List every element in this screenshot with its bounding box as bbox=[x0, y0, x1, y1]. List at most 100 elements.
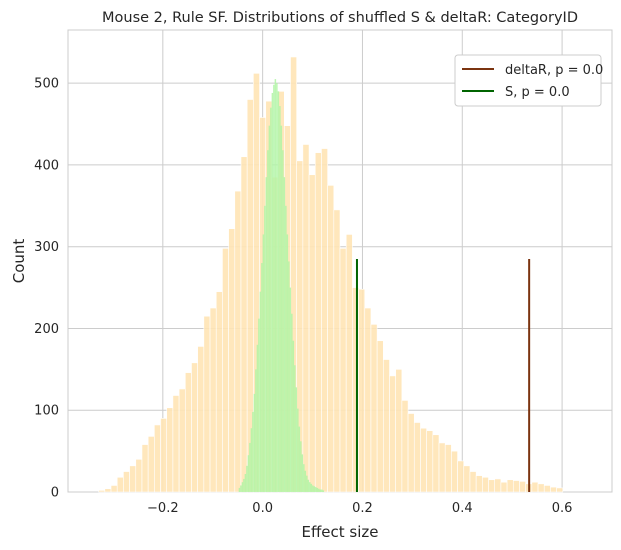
histogram-bar-S bbox=[243, 478, 245, 492]
x-tick-label: 0.0 bbox=[252, 501, 273, 516]
histogram-bar-S bbox=[249, 442, 251, 492]
legend-label-S: S, p = 0.0 bbox=[505, 85, 570, 100]
histogram-bar-S bbox=[273, 84, 275, 493]
histogram-bar-S bbox=[240, 485, 242, 492]
histogram-bar-deltaR bbox=[543, 485, 551, 493]
histogram-bar-S bbox=[279, 106, 281, 492]
histogram-bar-deltaR bbox=[482, 476, 489, 493]
histogram-bar-deltaR bbox=[531, 481, 539, 493]
histogram-bar-S bbox=[244, 474, 247, 492]
histogram-bar-deltaR bbox=[500, 481, 508, 493]
histogram-bar-deltaR bbox=[203, 315, 211, 493]
histogram-bar-deltaR bbox=[475, 475, 483, 493]
histogram-bar-deltaR bbox=[488, 479, 496, 493]
histogram-bar-S bbox=[255, 369, 257, 492]
histogram-bar-deltaR bbox=[135, 458, 143, 493]
x-tick-label: −0.2 bbox=[147, 501, 179, 516]
histogram-bar-deltaR bbox=[376, 340, 384, 493]
histogram-bar-deltaR bbox=[401, 400, 409, 493]
histogram-bar-S bbox=[252, 411, 254, 492]
histogram-bar-S bbox=[301, 454, 304, 492]
histogram-bar-deltaR bbox=[420, 427, 427, 493]
shuffled-S-histogram bbox=[238, 79, 325, 493]
y-tick-label: 300 bbox=[34, 240, 59, 255]
histogram-bar-deltaR bbox=[519, 481, 526, 493]
histogram-bar-deltaR bbox=[512, 480, 520, 493]
x-tick-label: 0.2 bbox=[352, 501, 373, 516]
histogram-bar-deltaR bbox=[234, 190, 242, 493]
histogram-bar-deltaR bbox=[302, 144, 310, 493]
histogram-bar-S bbox=[286, 234, 289, 492]
histogram-bar-S bbox=[312, 485, 314, 492]
histogram-bar-deltaR bbox=[184, 372, 192, 493]
histogram-bar-S bbox=[256, 344, 259, 492]
histogram-bar-deltaR bbox=[172, 395, 180, 493]
histogram-bar-S bbox=[294, 365, 296, 492]
y-tick-label: 100 bbox=[34, 404, 59, 419]
legend-box bbox=[454, 54, 602, 107]
x-tick-label: 0.4 bbox=[452, 501, 473, 516]
y-axis-label: Count bbox=[10, 239, 28, 284]
histogram-bar-S bbox=[283, 177, 286, 492]
histogram-bar-deltaR bbox=[327, 185, 335, 493]
y-tick-labels: 0 100 200 300 400 500 bbox=[34, 77, 59, 501]
histogram-bar-S bbox=[267, 150, 269, 492]
y-tick-label: 500 bbox=[34, 77, 59, 92]
histogram-bar-deltaR bbox=[129, 465, 137, 493]
histogram-bar-deltaR bbox=[339, 248, 347, 493]
histogram-bar-deltaR bbox=[444, 444, 452, 493]
histogram-bar-deltaR bbox=[358, 288, 366, 493]
histogram-bar-deltaR bbox=[451, 450, 458, 493]
histogram-bar-S bbox=[271, 92, 274, 492]
histogram-bar-S bbox=[316, 487, 319, 492]
histogram-bar-S bbox=[318, 488, 320, 492]
histogram-bar-S bbox=[277, 91, 280, 493]
histogram-bar-deltaR bbox=[98, 490, 106, 493]
histogram-bar-deltaR bbox=[191, 362, 198, 493]
histogram-bar-deltaR bbox=[364, 307, 372, 493]
legend-label-deltaR: deltaR, p = 0.0 bbox=[505, 63, 603, 78]
histogram-bar-deltaR bbox=[215, 291, 223, 493]
histogram-bar-S bbox=[253, 393, 256, 492]
histogram-bar-S bbox=[241, 482, 244, 492]
histogram-bar-deltaR bbox=[197, 346, 205, 493]
histogram-bar-S bbox=[258, 318, 260, 492]
histogram-bar-S bbox=[246, 465, 248, 492]
histogram-bar-deltaR bbox=[123, 471, 130, 493]
histogram-bar-deltaR bbox=[370, 324, 378, 493]
histogram-bar-deltaR bbox=[166, 407, 174, 493]
histogram-bar-S bbox=[295, 387, 298, 492]
histogram-bar-deltaR bbox=[494, 478, 502, 493]
histogram-bar-S bbox=[310, 483, 313, 492]
histogram-bar-S bbox=[288, 261, 290, 492]
histogram-bar-deltaR bbox=[321, 148, 328, 493]
histogram-bar-S bbox=[303, 464, 305, 492]
histogram-bar-deltaR bbox=[457, 460, 465, 493]
histogram-bar-deltaR bbox=[314, 152, 322, 493]
histogram-bar-S bbox=[265, 177, 268, 492]
histogram-bar-S bbox=[285, 205, 287, 493]
x-axis-label: Effect size bbox=[301, 523, 378, 541]
histogram-bar-deltaR bbox=[463, 465, 471, 493]
histogram-bar-S bbox=[250, 428, 253, 492]
histogram-bar-deltaR bbox=[240, 156, 248, 493]
histogram-bar-S bbox=[307, 479, 310, 492]
observed-value-lines bbox=[355, 258, 531, 492]
histogram-bar-deltaR bbox=[506, 479, 514, 493]
histogram-bar-S bbox=[313, 486, 316, 492]
histogram-bar-S bbox=[315, 487, 317, 492]
histogram-bar-S bbox=[291, 313, 293, 492]
histogram-bar-deltaR bbox=[389, 375, 396, 493]
histogram-bar-S bbox=[306, 475, 308, 492]
histogram-bar-deltaR bbox=[426, 430, 434, 493]
histogram-bar-deltaR bbox=[147, 436, 155, 493]
histogram-bar-S bbox=[321, 489, 323, 492]
histogram-bar-deltaR bbox=[178, 388, 186, 493]
x-tick-label: 0.6 bbox=[552, 501, 573, 516]
y-tick-label: 200 bbox=[34, 322, 59, 337]
histogram-bar-deltaR bbox=[222, 248, 229, 493]
histogram-bar-S bbox=[298, 426, 301, 492]
histogram-bar-deltaR bbox=[407, 413, 415, 493]
x-tick-labels: −0.2 0.0 0.2 0.4 0.6 bbox=[147, 501, 572, 516]
